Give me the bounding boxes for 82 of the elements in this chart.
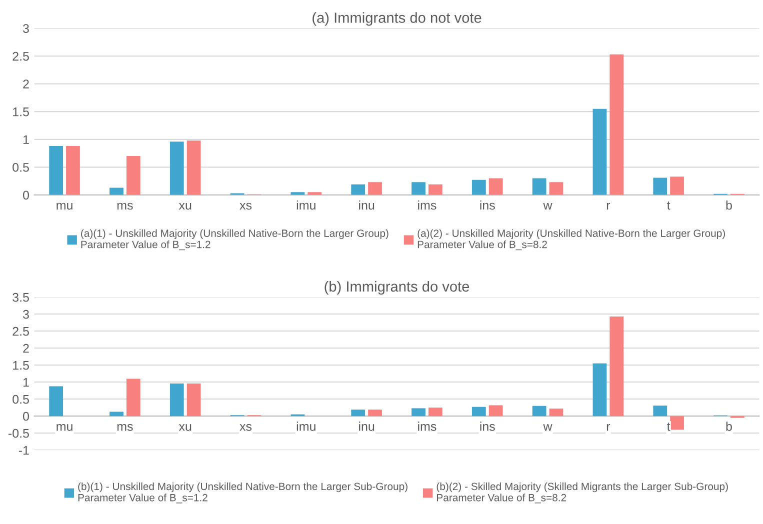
y-tick-label: 3 bbox=[23, 310, 29, 319]
legend-label: (a)(1) - Unskilled Majority (Unskilled Native-Born the Larger Group) Parameter Value of B_s=1.2 bbox=[81, 229, 388, 250]
y-tick-label: 0 bbox=[23, 190, 29, 200]
bar bbox=[472, 180, 486, 195]
y-tick-label: 2 bbox=[23, 80, 29, 88]
y-tick-label: 2.5 bbox=[12, 52, 29, 61]
x-tick-label: xu bbox=[178, 424, 192, 431]
bar bbox=[670, 176, 684, 195]
x-tick-label: xs bbox=[240, 202, 252, 210]
bar bbox=[428, 184, 442, 195]
bar bbox=[110, 188, 124, 195]
x-tick-label: t bbox=[667, 201, 670, 210]
bar bbox=[472, 406, 486, 416]
x-tick-label: t bbox=[667, 422, 670, 431]
legend-label: (a)(2) - Unskilled Majority (Unskilled Native-Born the Larger Group) Parameter Value of B_s=8.2 bbox=[418, 229, 725, 250]
bar bbox=[549, 182, 564, 195]
y-tick-label: 2 bbox=[23, 344, 29, 353]
y-tick-label: 1 bbox=[23, 378, 29, 387]
bar bbox=[610, 316, 624, 416]
bar bbox=[110, 412, 124, 416]
bar bbox=[653, 178, 668, 195]
bar bbox=[488, 405, 503, 416]
chart-title: (b) Immigrants do vote bbox=[324, 280, 470, 295]
bar bbox=[308, 192, 322, 195]
y-tick-label: 1 bbox=[23, 135, 29, 144]
bar bbox=[610, 54, 624, 195]
bar bbox=[186, 383, 201, 416]
y-tick-label: 1.5 bbox=[13, 361, 29, 370]
bar bbox=[170, 383, 184, 416]
legend-label: (b)(2) - Skilled Majority (Skilled Migrants the Larger Sub-Group) Parameter Value of B_s=8.2 bbox=[436, 482, 728, 504]
x-tick-label: b bbox=[726, 422, 732, 431]
x-tick-label: mu bbox=[56, 424, 72, 431]
y-tick-label: 0.5 bbox=[12, 162, 29, 172]
x-tick-label: ms bbox=[117, 202, 133, 210]
x-tick-label: ms bbox=[117, 424, 133, 431]
bar bbox=[368, 182, 382, 195]
x-tick-label: ims bbox=[418, 422, 436, 431]
x-tick-label: b bbox=[726, 200, 732, 210]
legend-label: (b)(1) - Unskilled Majority (Unskilled Native-Born the Larger Sub-Group) Parameter Value of B_s=1.2 bbox=[78, 482, 408, 504]
bar bbox=[368, 410, 382, 416]
y-tick-label: 1.5 bbox=[13, 108, 29, 116]
bar bbox=[412, 408, 426, 416]
x-tick-label: ins bbox=[480, 422, 495, 431]
y-tick-label: -0.5 bbox=[8, 428, 29, 438]
bar bbox=[126, 156, 140, 195]
bar bbox=[186, 140, 201, 195]
bar bbox=[170, 142, 184, 195]
x-tick-label: xu bbox=[178, 202, 192, 210]
bar bbox=[653, 406, 668, 416]
chart-title: (a) Immigrants do not vote bbox=[312, 12, 482, 26]
x-tick-label: inu bbox=[359, 422, 374, 431]
y-tick-label: 2.5 bbox=[12, 326, 29, 336]
x-tick-label: inu bbox=[359, 200, 374, 210]
bar bbox=[549, 408, 564, 416]
bar bbox=[351, 410, 366, 416]
x-tick-label: xs bbox=[240, 424, 252, 431]
bar bbox=[532, 178, 546, 195]
y-tick-label: 3.5 bbox=[12, 292, 29, 302]
x-tick-label: ims bbox=[418, 200, 436, 210]
x-tick-label: r bbox=[606, 202, 610, 210]
bar bbox=[592, 363, 607, 416]
bar bbox=[49, 386, 64, 416]
y-tick-label: 0 bbox=[23, 412, 29, 421]
bar bbox=[428, 408, 442, 416]
bar bbox=[532, 406, 546, 416]
bar bbox=[592, 108, 607, 195]
y-tick-label: -1 bbox=[18, 446, 29, 455]
bar bbox=[66, 146, 80, 195]
x-tick-label: ins bbox=[480, 200, 495, 210]
x-tick-label: w bbox=[543, 424, 552, 431]
x-tick-label: mu bbox=[56, 202, 72, 210]
y-tick-label: 0.5 bbox=[12, 394, 29, 404]
x-tick-label: imu bbox=[296, 422, 316, 431]
bar bbox=[126, 378, 140, 416]
bar bbox=[488, 178, 503, 195]
x-tick-label: w bbox=[543, 202, 552, 210]
y-tick-label: 3 bbox=[23, 24, 29, 33]
x-tick-label: imu bbox=[296, 200, 316, 210]
bar bbox=[351, 184, 366, 195]
bar bbox=[412, 182, 426, 195]
x-tick-label: r bbox=[606, 424, 610, 431]
bar bbox=[49, 146, 64, 195]
